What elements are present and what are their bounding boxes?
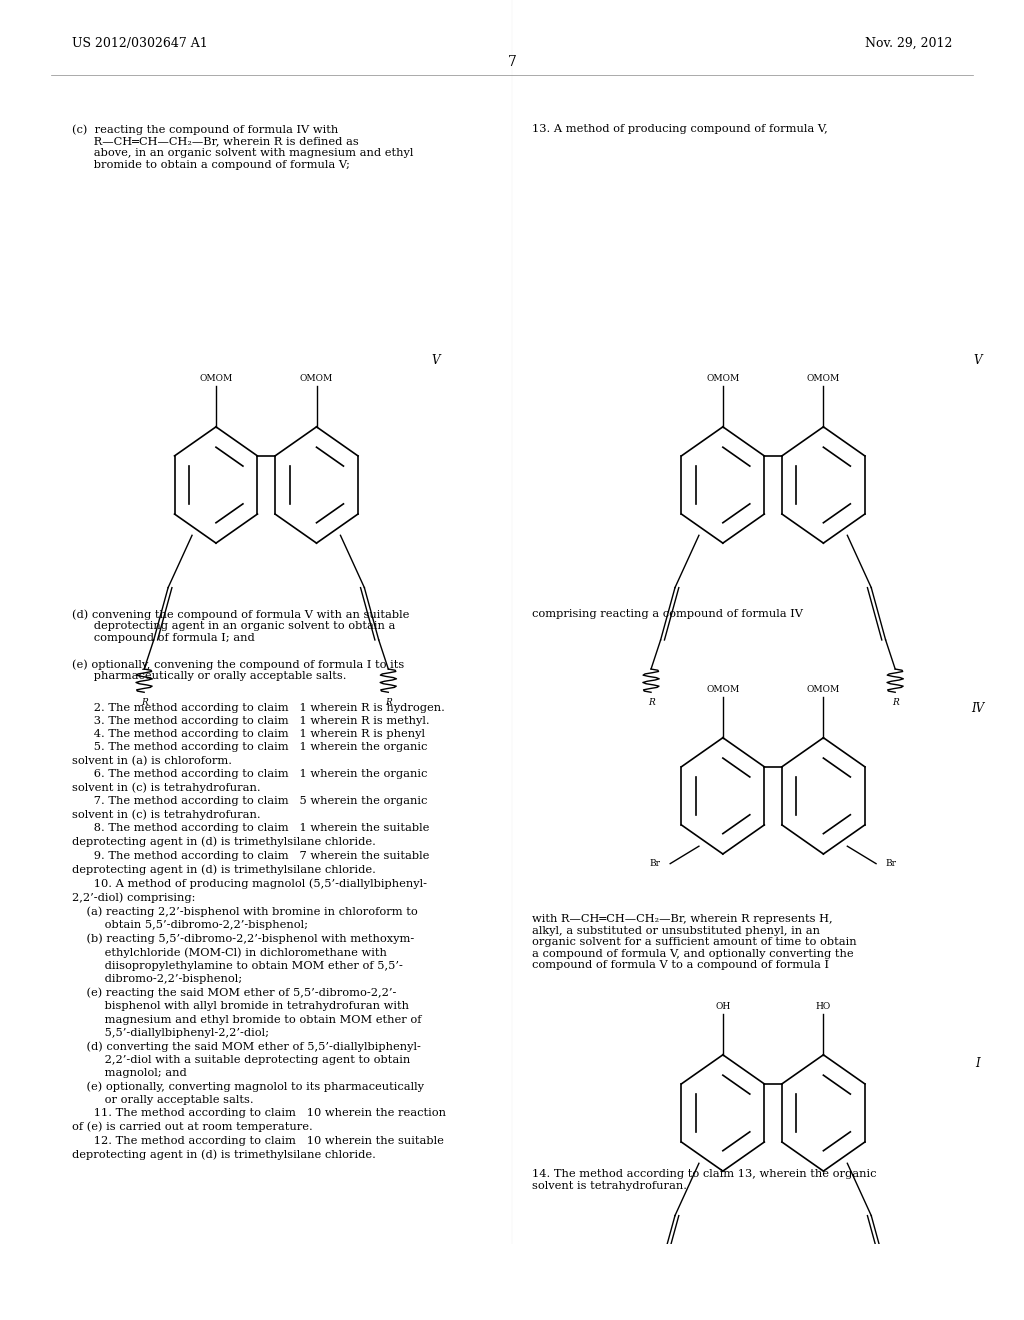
Text: (c)  reacting the compound of formula IV with
      R—CH═CH—CH₂—Br, wherein R is: (c) reacting the compound of formula IV … [72,124,413,170]
Text: IV: IV [972,702,984,715]
Text: (d) convening the compound of formula V with an suitable
      deprotecting agen: (d) convening the compound of formula V … [72,610,409,643]
Text: US 2012/0302647 A1: US 2012/0302647 A1 [72,37,208,50]
Text: 14. The method according to claim 13, wherein the organic
solvent is tetrahydrof: 14. The method according to claim 13, wh… [532,1170,877,1191]
Text: HO: HO [816,1002,831,1011]
Text: OMOM: OMOM [807,685,840,694]
Text: 2. The method according to claim  1 wherein R is hydrogen.
     3. The method ac: 2. The method according to claim 1 where… [72,702,445,1160]
Text: OMOM: OMOM [707,685,739,694]
Text: OMOM: OMOM [807,375,840,383]
Text: 7: 7 [508,55,516,69]
Text: OH: OH [715,1002,730,1011]
Text: R: R [892,698,899,708]
Text: (e) optionally, convening the compound of formula I to its
      pharmaceuticall: (e) optionally, convening the compound o… [72,659,403,681]
Text: R: R [647,698,654,708]
Text: Br: Br [886,859,897,869]
Text: Br: Br [649,859,660,869]
Text: comprising reacting a compound of formula IV: comprising reacting a compound of formul… [532,610,804,619]
Text: R: R [385,698,392,708]
Text: 13. A method of producing compound of formula V,: 13. A method of producing compound of fo… [532,124,828,135]
Text: with R—CH═CH—CH₂—Br, wherein R represents H,
alkyl, a substituted or unsubstitut: with R—CH═CH—CH₂—Br, wherein R represent… [532,913,857,970]
Text: OMOM: OMOM [707,375,739,383]
Text: V: V [431,354,439,367]
Text: R: R [140,698,147,708]
Text: OMOM: OMOM [300,375,333,383]
Text: OMOM: OMOM [200,375,232,383]
Text: Nov. 29, 2012: Nov. 29, 2012 [865,37,952,50]
Text: I: I [976,1057,980,1069]
Text: V: V [974,354,982,367]
